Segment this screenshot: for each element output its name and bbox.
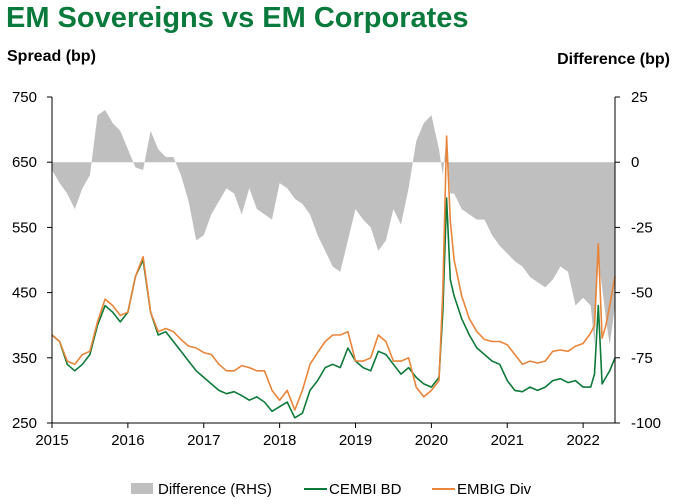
legend-swatch (131, 483, 153, 494)
x-tick-label: 2020 (415, 432, 448, 449)
y-right-tick-label: 0 (631, 154, 639, 171)
x-tick-label: 2018 (263, 432, 296, 449)
y-axis-left-label: Spread (bp) (7, 48, 96, 65)
y-left-tick-label: 750 (12, 89, 37, 106)
y-axis-right-label: Difference (bp) (557, 51, 670, 68)
chart-title: EM Sovereigns vs EM Corporates (6, 2, 469, 34)
y-left-tick-label: 250 (12, 415, 37, 432)
y-right-tick-label: 25 (631, 89, 648, 106)
x-tick-label: 2019 (339, 432, 372, 449)
y-left-tick-label: 550 (12, 219, 37, 236)
y-left-tick-label: 450 (12, 285, 37, 302)
legend-item-difference-rhs-: Difference (RHS) (131, 481, 272, 498)
legend-label: Difference (RHS) (158, 481, 272, 498)
legend-label: CEMBI BD (329, 481, 402, 498)
y-left-tick-label: 650 (12, 154, 37, 171)
difference-area (52, 110, 615, 345)
y-right-tick-label: -75 (631, 350, 653, 367)
axes-layer: 2015 2016 2017 2018 2019 2020 2021 2022 750 650 55… (12, 89, 661, 449)
x-tick-label: 2021 (491, 432, 524, 449)
legend: Difference (RHS) CEMBI BD EMBIG Div (131, 481, 532, 498)
y-right-tick-label: -25 (631, 219, 653, 236)
x-tick-label: 2017 (187, 432, 220, 449)
difference-area-layer (52, 110, 615, 345)
x-tick-label: 2016 (111, 432, 144, 449)
y-right-tick-label: -50 (631, 285, 653, 302)
legend-label: EMBIG Div (457, 481, 532, 498)
legend-item-cembi-bd: CEMBI BD (304, 481, 402, 498)
embig-div-line (51, 135, 616, 411)
y-left-tick-label: 350 (12, 350, 37, 367)
spread-lines-layer (51, 135, 616, 419)
x-tick-label: 2022 (566, 432, 599, 449)
y-right-tick-label: -100 (631, 415, 661, 432)
legend-item-embig-div: EMBIG Div (432, 481, 532, 498)
x-tick-label: 2015 (35, 432, 68, 449)
